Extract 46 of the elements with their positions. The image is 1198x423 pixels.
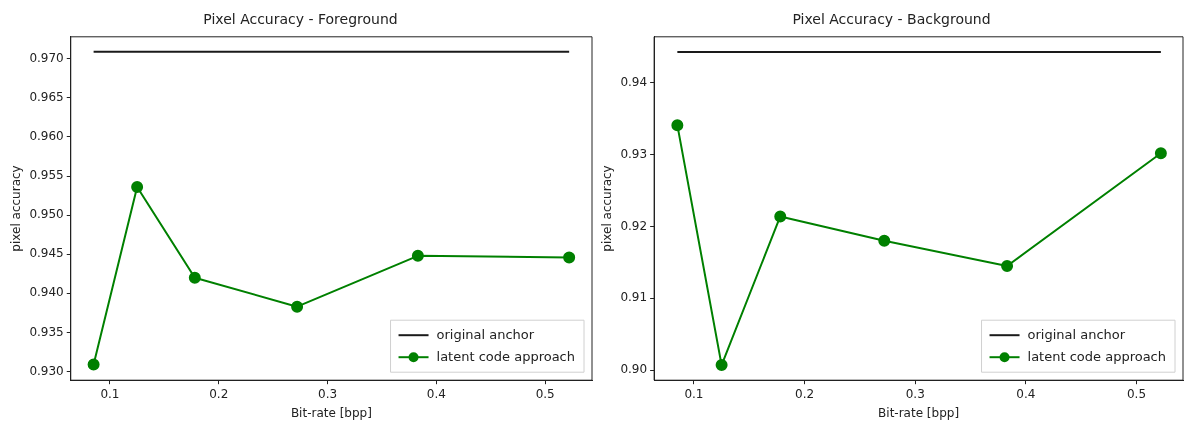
- point: [291, 300, 304, 313]
- y-tick-label: 0.90: [620, 362, 648, 377]
- x-tick-label: 0.5: [535, 386, 555, 401]
- y-tick-label: 0.960: [29, 129, 64, 144]
- y-axis-title: pixel accuracy: [9, 165, 24, 252]
- y-axis-title: pixel accuracy: [600, 165, 615, 252]
- x-tick-label: 0.5: [1126, 386, 1147, 401]
- x-tick-label: 0.1: [100, 386, 120, 401]
- y-tick-label: 0.93: [620, 146, 648, 161]
- y-tick-label: 0.930: [29, 363, 64, 378]
- point: [188, 271, 201, 284]
- y-tick-label: 0.91: [620, 290, 648, 305]
- y-tick-label: 0.965: [29, 89, 64, 104]
- point: [774, 210, 787, 223]
- x-axis-title: Bit-rate [bpp]: [878, 405, 960, 420]
- point: [131, 180, 144, 193]
- x-axis-title: Bit-rate [bpp]: [290, 405, 372, 420]
- chart-title: Pixel Accuracy - Foreground: [203, 11, 398, 28]
- x-tick-label: 0.4: [1016, 386, 1036, 401]
- legend-label: original anchor: [436, 326, 535, 342]
- y-tick-label: 0.945: [29, 246, 64, 261]
- x-tick-label: 0.3: [318, 386, 338, 401]
- y-tick-label: 0.950: [29, 207, 64, 222]
- point: [411, 249, 424, 262]
- y-tick-label: 0.935: [29, 324, 64, 339]
- y-tick-label: 0.940: [29, 285, 64, 300]
- x-tick-label: 0.1: [684, 386, 704, 401]
- point: [715, 359, 728, 372]
- x-tick-label: 0.2: [209, 386, 229, 401]
- point: [1001, 259, 1014, 272]
- y-tick-label: 0.955: [29, 168, 64, 183]
- point: [1154, 147, 1167, 160]
- legend-label: latent code approach: [1027, 348, 1167, 364]
- point: [87, 358, 100, 371]
- legend-label: original anchor: [1027, 326, 1126, 342]
- x-tick-label: 0.2: [795, 386, 815, 401]
- y-tick-label: 0.92: [620, 218, 648, 233]
- point: [563, 251, 576, 264]
- chart-title: Pixel Accuracy - Background: [792, 11, 991, 28]
- y-tick-label: 0.970: [29, 50, 64, 65]
- legend-label: latent code approach: [436, 348, 576, 364]
- point: [878, 234, 891, 247]
- x-tick-label: 0.3: [905, 386, 925, 401]
- x-tick-label: 0.4: [426, 386, 446, 401]
- point: [671, 119, 684, 132]
- y-tick-label: 0.94: [620, 74, 648, 89]
